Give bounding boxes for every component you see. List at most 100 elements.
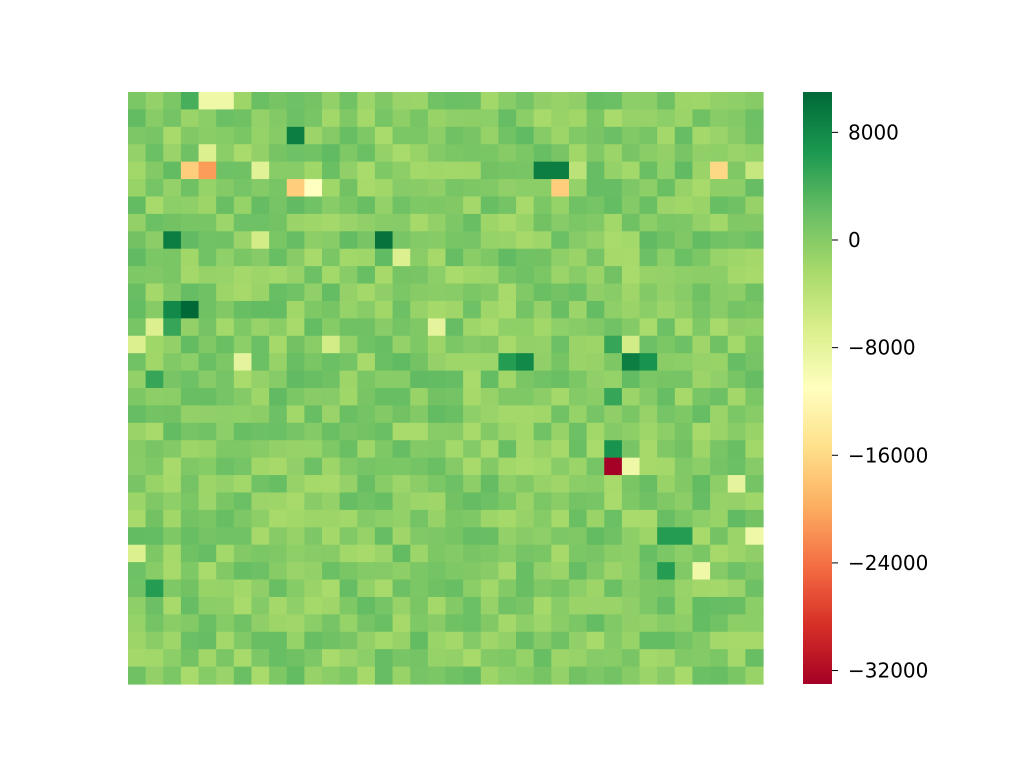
heatmap-cell — [639, 196, 658, 215]
heatmap-cell — [533, 179, 552, 198]
heatmap-cell — [216, 126, 235, 145]
heatmap-cell — [374, 509, 394, 528]
heatmap-cell — [128, 596, 147, 615]
heatmap-cell — [410, 370, 429, 389]
heatmap-cell — [286, 405, 305, 424]
heatmap-cell — [586, 509, 605, 528]
heatmap-cell — [745, 562, 764, 581]
heatmap-cell — [410, 614, 429, 633]
heatmap-cell — [657, 318, 676, 337]
heatmap-cell — [128, 231, 147, 250]
heatmap-cell — [198, 527, 217, 546]
heatmap-cell — [322, 440, 341, 459]
heatmap-cell — [604, 596, 623, 615]
heatmap-cell — [445, 388, 464, 407]
heatmap-cell — [233, 196, 253, 215]
heatmap-cell — [674, 562, 694, 581]
heatmap-cell — [322, 126, 341, 145]
heatmap-cell — [145, 614, 164, 633]
heatmap-cell — [427, 405, 447, 424]
heatmap-cell — [604, 213, 623, 232]
heatmap-cell — [216, 457, 235, 476]
heatmap-cell — [710, 440, 729, 459]
heatmap-cell — [322, 631, 341, 650]
heatmap-cell — [392, 109, 411, 128]
heatmap-cell — [233, 213, 253, 232]
heatmap-cell — [216, 318, 235, 337]
heatmap-cell — [498, 318, 517, 337]
heatmap-cell — [657, 457, 676, 476]
heatmap-cell — [533, 318, 552, 337]
heatmap-cell — [304, 440, 323, 459]
heatmap-cell — [180, 126, 200, 145]
heatmap-cell — [251, 144, 270, 163]
heatmap-cell — [745, 92, 764, 111]
heatmap-cell — [745, 231, 764, 250]
heatmap-cell — [533, 614, 552, 633]
heatmap-cell — [128, 248, 147, 267]
heatmap-cell — [163, 562, 182, 581]
heatmap-cell — [410, 509, 429, 528]
heatmap-cell — [586, 579, 605, 598]
heatmap-cell — [286, 527, 305, 546]
heatmap-cell — [604, 179, 623, 198]
heatmap-cell — [568, 300, 588, 319]
heatmap-cell — [745, 370, 764, 389]
heatmap-cell — [710, 370, 729, 389]
heatmap-cell — [586, 492, 605, 511]
heatmap-cell — [674, 283, 694, 302]
heatmap-cell — [163, 353, 182, 372]
heatmap-cell — [533, 353, 552, 372]
heatmap-cell — [674, 509, 694, 528]
heatmap-cell — [568, 579, 588, 598]
heatmap-cell — [357, 649, 376, 668]
heatmap-cell — [586, 527, 605, 546]
heatmap-cell — [604, 318, 623, 337]
heatmap-cell — [392, 161, 411, 180]
heatmap-cell — [374, 179, 394, 198]
heatmap-cell — [233, 562, 253, 581]
heatmap-cell — [692, 213, 711, 232]
heatmap-cell — [463, 353, 482, 372]
heatmap-cell — [304, 179, 323, 198]
heatmap-cell — [727, 475, 746, 494]
heatmap-cell — [498, 631, 517, 650]
heatmap-cell — [198, 179, 217, 198]
heatmap-cell — [233, 614, 253, 633]
heatmap-cell — [339, 509, 358, 528]
heatmap-cell — [463, 440, 482, 459]
heatmap-cell — [657, 126, 676, 145]
heatmap-cell — [480, 649, 500, 668]
heatmap-cell — [657, 196, 676, 215]
heatmap-cell — [304, 492, 323, 511]
heatmap-cell — [692, 92, 711, 111]
heatmap-cell — [463, 422, 482, 441]
heatmap-cell — [710, 266, 729, 285]
heatmap-cell — [180, 388, 200, 407]
heatmap-cell — [269, 440, 288, 459]
heatmap-cell — [727, 492, 746, 511]
heatmap-cell — [269, 562, 288, 581]
heatmap-cell — [533, 422, 552, 441]
heatmap-cell — [357, 457, 376, 476]
heatmap-cell — [427, 266, 447, 285]
heatmap-cell — [163, 179, 182, 198]
heatmap-cell — [163, 109, 182, 128]
heatmap-cell — [586, 231, 605, 250]
heatmap-cell — [374, 213, 394, 232]
heatmap-cell — [621, 614, 641, 633]
heatmap-cell — [727, 649, 746, 668]
heatmap-cell — [533, 213, 552, 232]
heatmap-cell — [128, 440, 147, 459]
heatmap-cell — [128, 422, 147, 441]
heatmap-cell — [392, 370, 411, 389]
heatmap-cell — [339, 283, 358, 302]
heatmap-cell — [674, 266, 694, 285]
heatmap-cell — [692, 457, 711, 476]
heatmap-cell — [674, 388, 694, 407]
heatmap-cell — [445, 266, 464, 285]
heatmap-cell — [639, 649, 658, 668]
heatmap-cell — [128, 457, 147, 476]
heatmap-cell — [604, 353, 623, 372]
heatmap-cell — [128, 492, 147, 511]
